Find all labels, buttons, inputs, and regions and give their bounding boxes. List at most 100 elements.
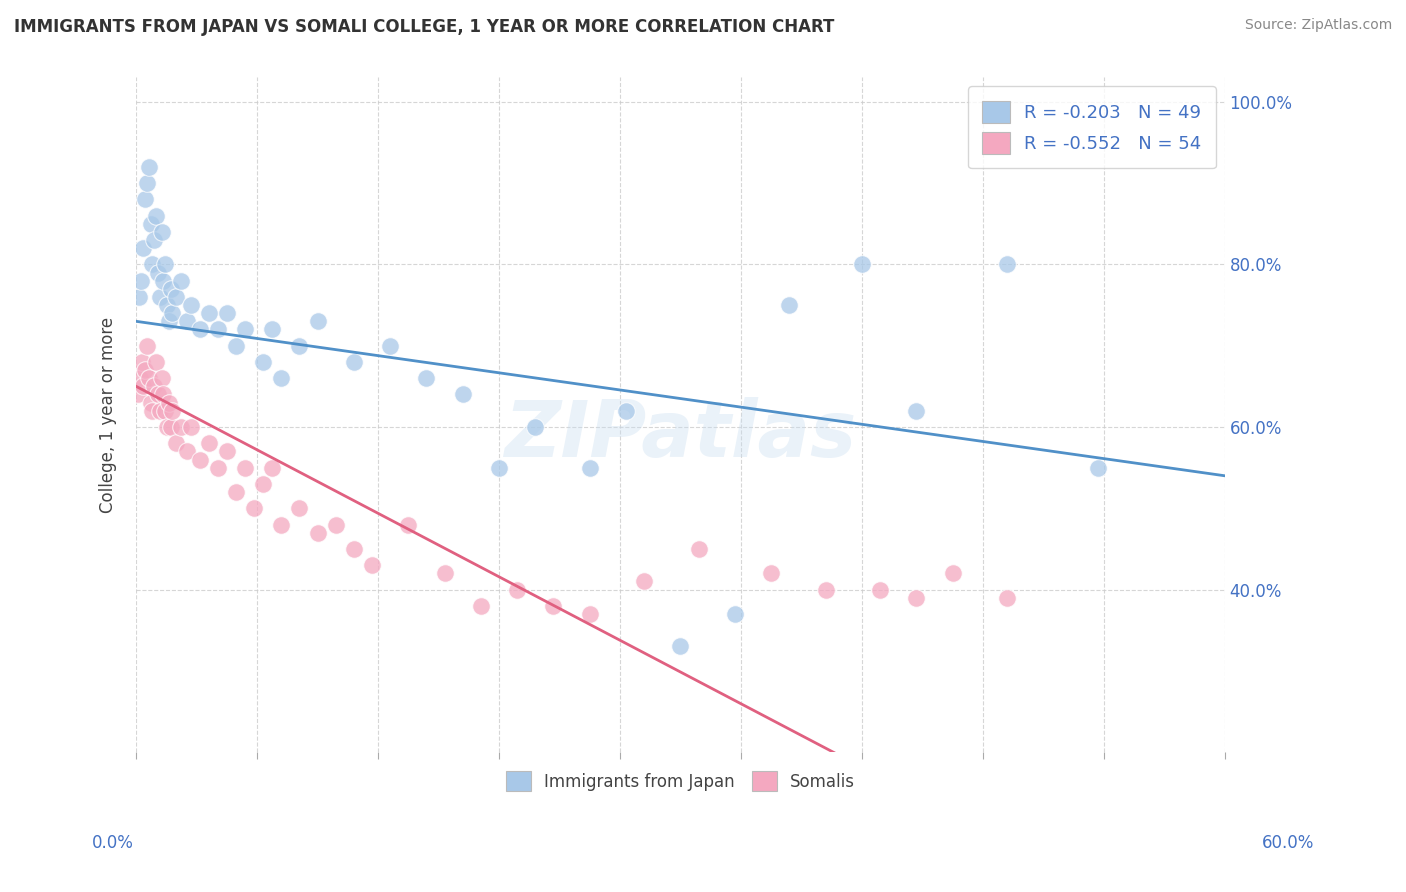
Point	[170, 274, 193, 288]
Point	[233, 460, 256, 475]
Point	[396, 517, 419, 532]
Point	[1087, 460, 1109, 475]
Point	[307, 314, 329, 328]
Point	[153, 403, 176, 417]
Point	[141, 257, 163, 271]
Point	[252, 355, 274, 369]
Point	[170, 420, 193, 434]
Point	[131, 355, 153, 369]
Point	[207, 460, 229, 475]
Point	[433, 566, 456, 581]
Point	[614, 403, 637, 417]
Point	[152, 274, 174, 288]
Point	[136, 176, 159, 190]
Point	[150, 371, 173, 385]
Point	[243, 501, 266, 516]
Point	[132, 379, 155, 393]
Point	[128, 371, 150, 385]
Text: Source: ZipAtlas.com: Source: ZipAtlas.com	[1244, 18, 1392, 32]
Point	[262, 322, 284, 336]
Text: 0.0%: 0.0%	[91, 834, 134, 852]
Text: 60.0%: 60.0%	[1263, 834, 1315, 852]
Point	[176, 314, 198, 328]
Point	[152, 387, 174, 401]
Point	[165, 436, 187, 450]
Point	[146, 266, 169, 280]
Point	[451, 387, 474, 401]
Point	[138, 371, 160, 385]
Point	[159, 282, 181, 296]
Point	[995, 257, 1018, 271]
Point	[488, 460, 510, 475]
Point	[128, 290, 150, 304]
Point	[215, 306, 238, 320]
Point	[633, 574, 655, 589]
Point	[995, 591, 1018, 605]
Point	[157, 314, 180, 328]
Point	[778, 298, 800, 312]
Point	[143, 379, 166, 393]
Point	[233, 322, 256, 336]
Point	[207, 322, 229, 336]
Point	[288, 501, 311, 516]
Point	[150, 225, 173, 239]
Point	[470, 599, 492, 613]
Point	[145, 355, 167, 369]
Point	[724, 607, 747, 621]
Point	[262, 460, 284, 475]
Point	[141, 403, 163, 417]
Y-axis label: College, 1 year or more: College, 1 year or more	[100, 317, 117, 513]
Point	[156, 298, 179, 312]
Point	[378, 339, 401, 353]
Point	[162, 403, 184, 417]
Point	[143, 233, 166, 247]
Point	[188, 452, 211, 467]
Legend: Immigrants from Japan, Somalis: Immigrants from Japan, Somalis	[492, 757, 869, 805]
Point	[136, 339, 159, 353]
Point	[869, 582, 891, 597]
Point	[814, 582, 837, 597]
Point	[134, 363, 156, 377]
Point	[129, 274, 152, 288]
Point	[159, 420, 181, 434]
Point	[942, 566, 965, 581]
Point	[343, 355, 366, 369]
Point	[759, 566, 782, 581]
Point	[134, 193, 156, 207]
Point	[252, 476, 274, 491]
Text: IMMIGRANTS FROM JAPAN VS SOMALI COLLEGE, 1 YEAR OR MORE CORRELATION CHART: IMMIGRANTS FROM JAPAN VS SOMALI COLLEGE,…	[14, 18, 834, 36]
Point	[157, 395, 180, 409]
Point	[270, 517, 292, 532]
Point	[180, 420, 202, 434]
Point	[165, 290, 187, 304]
Point	[524, 420, 547, 434]
Point	[139, 217, 162, 231]
Point	[361, 558, 384, 573]
Point	[188, 322, 211, 336]
Point	[669, 640, 692, 654]
Point	[415, 371, 437, 385]
Point	[506, 582, 529, 597]
Point	[578, 460, 600, 475]
Point	[149, 403, 172, 417]
Point	[270, 371, 292, 385]
Point	[288, 339, 311, 353]
Point	[180, 298, 202, 312]
Text: ZIPatlas: ZIPatlas	[505, 397, 856, 473]
Point	[132, 241, 155, 255]
Point	[197, 436, 219, 450]
Point	[905, 403, 928, 417]
Point	[149, 290, 172, 304]
Point	[176, 444, 198, 458]
Point	[307, 525, 329, 540]
Point	[138, 160, 160, 174]
Point	[145, 209, 167, 223]
Point	[146, 387, 169, 401]
Point	[139, 395, 162, 409]
Point	[215, 444, 238, 458]
Point	[325, 517, 347, 532]
Point	[688, 541, 710, 556]
Point	[127, 387, 149, 401]
Point	[225, 339, 247, 353]
Point	[156, 420, 179, 434]
